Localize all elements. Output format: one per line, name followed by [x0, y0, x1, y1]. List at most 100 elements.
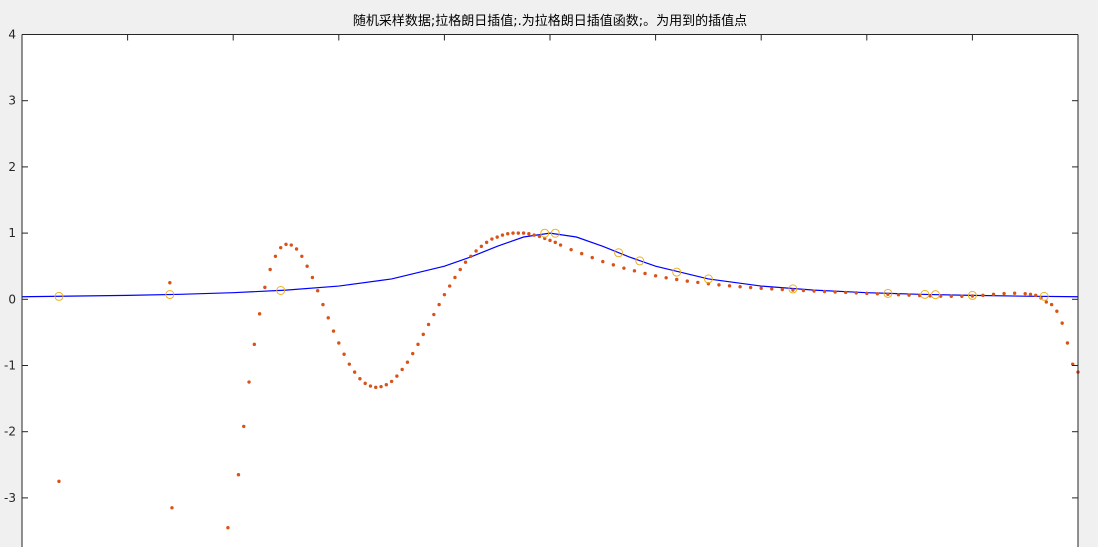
y-axis: -3 -2 -1 0 1 2 3 4 — [4, 28, 1078, 505]
interp-point — [168, 281, 172, 285]
interp-point — [833, 290, 837, 294]
interp-point — [791, 288, 795, 292]
interp-point — [411, 351, 415, 356]
interp-point — [426, 322, 431, 327]
interp-point — [1028, 292, 1033, 297]
interp-point — [960, 294, 964, 298]
interp-point — [294, 247, 299, 251]
interp-point — [601, 259, 605, 264]
interp-point — [484, 240, 489, 245]
interp-point — [273, 254, 278, 258]
interp-point — [170, 506, 174, 510]
y-tick-label: 0 — [8, 292, 16, 306]
interp-point — [875, 292, 880, 296]
sample-marker — [1039, 291, 1049, 301]
interp-point — [421, 332, 425, 337]
interp-point — [748, 285, 753, 290]
interp-point — [886, 292, 890, 296]
interp-point — [437, 302, 441, 307]
interp-point — [579, 251, 584, 256]
sample-marker — [967, 290, 977, 300]
interp-point — [822, 289, 827, 294]
interp-point — [643, 271, 647, 276]
axes-frame — [21, 34, 1079, 547]
interp-point — [590, 255, 594, 260]
interp-point — [458, 267, 462, 272]
interp-point — [1012, 291, 1017, 295]
interp-point — [1049, 302, 1054, 307]
interp-point — [780, 287, 785, 292]
interp-point — [352, 370, 357, 374]
interp-point — [315, 288, 320, 293]
interp-point — [479, 244, 484, 249]
interp-point — [447, 284, 452, 288]
y-tick-label: 3 — [8, 94, 16, 108]
interp-point — [727, 284, 732, 288]
interp-point — [664, 276, 668, 280]
y-tick-label: -2 — [4, 425, 16, 439]
interp-point — [843, 290, 848, 295]
interp-point — [506, 232, 510, 236]
interp-point — [854, 291, 858, 295]
sample-marker — [614, 248, 624, 258]
interp-point — [252, 342, 257, 347]
y-tick-label: 2 — [8, 160, 16, 174]
interp-point — [949, 294, 953, 298]
interp-point — [263, 285, 267, 290]
interp-point — [1055, 309, 1059, 313]
axes-background — [22, 34, 1078, 547]
interp-point — [379, 384, 383, 389]
sample-marker — [54, 291, 64, 301]
interp-point — [1060, 321, 1064, 325]
interp-point — [1034, 293, 1038, 298]
interp-point — [463, 260, 468, 264]
interp-point — [268, 267, 272, 272]
sample-marker — [788, 284, 798, 294]
interp-point — [521, 231, 526, 235]
interp-point — [347, 362, 352, 366]
plot-area — [21, 228, 1080, 530]
interp-point — [500, 233, 505, 237]
interp-point — [1002, 291, 1006, 296]
interp-point — [358, 377, 362, 381]
y-tick-label: -1 — [4, 359, 16, 373]
interp-point — [305, 264, 309, 268]
chart-title: 随机采样数据;拉格朗日插值;.为拉格朗日插值函数;。为用到的插值点 — [353, 13, 747, 29]
interp-point — [548, 238, 552, 243]
interp-point — [490, 237, 494, 241]
sample-marker — [540, 228, 550, 238]
interp-point — [279, 245, 283, 250]
interp-point — [1044, 300, 1049, 304]
interp-point — [432, 312, 436, 317]
interp-point — [331, 329, 336, 333]
interp-point — [907, 293, 911, 297]
interp-point — [321, 302, 325, 307]
interp-point — [453, 275, 457, 280]
interp-point — [1023, 291, 1027, 296]
interp-point — [342, 352, 346, 356]
interp-point — [236, 473, 241, 477]
interp-point — [495, 235, 499, 239]
y-tick-label: 4 — [8, 28, 16, 42]
interp-point — [558, 243, 563, 247]
interp-point — [226, 525, 230, 530]
interp-point — [812, 289, 816, 293]
sample-marker — [920, 289, 930, 299]
sample-marker — [276, 285, 286, 295]
interp-point — [384, 382, 389, 387]
interp-point — [442, 292, 447, 297]
interp-point — [374, 385, 378, 390]
interp-point — [632, 269, 637, 273]
interp-point — [516, 231, 521, 235]
interp-point — [865, 291, 869, 296]
interp-point — [653, 274, 658, 278]
interp-point — [622, 266, 626, 270]
interp-point — [696, 280, 700, 285]
sample-marker — [550, 228, 560, 238]
interp-point — [685, 279, 689, 283]
interp-point — [469, 254, 473, 258]
interp-point — [511, 231, 515, 235]
interp-point — [416, 342, 420, 347]
sample-marker — [165, 290, 175, 300]
